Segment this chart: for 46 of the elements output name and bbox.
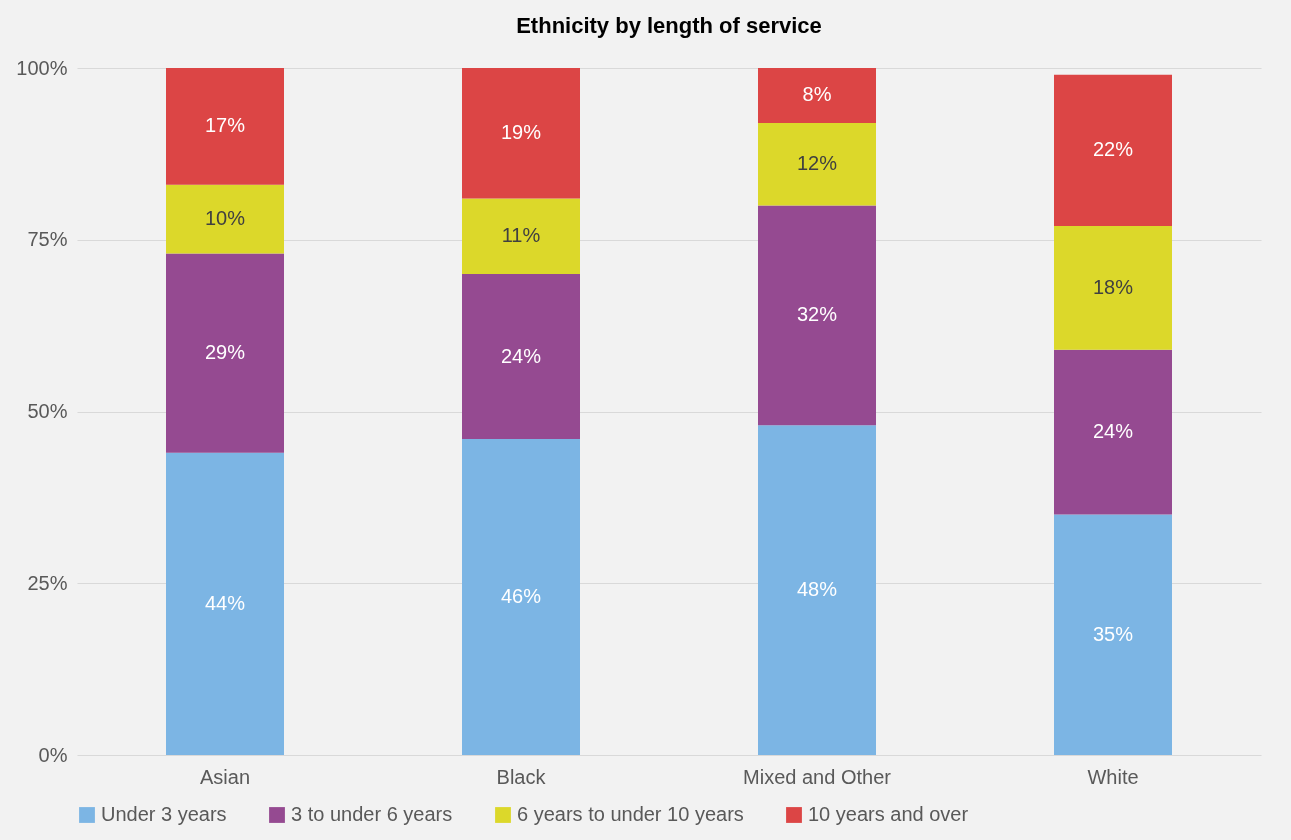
legend-label: 6 years to under 10 years	[517, 803, 744, 825]
data-label: 35%	[1092, 622, 1134, 645]
y-tick-label: 0%	[38, 743, 68, 766]
data-label: 18%	[1092, 275, 1134, 298]
bar	[462, 198, 580, 275]
x-tick-label: Asian	[199, 765, 251, 788]
legend-label: 3 to under 6 years	[291, 803, 453, 825]
y-tick-label: 100%	[16, 56, 68, 79]
data-label: 44%	[204, 591, 246, 614]
x-tick-label: Mixed and Other	[743, 765, 892, 788]
data-label: 12%	[796, 152, 838, 175]
data-label: 11%	[501, 224, 541, 247]
legend-label: 10 years and over	[808, 803, 969, 825]
chart-title: Ethnicity by length of service	[516, 13, 822, 38]
data-label: 24%	[500, 344, 542, 367]
data-label: 8%	[802, 83, 832, 106]
x-tick-label: Black	[496, 765, 547, 788]
bar	[166, 452, 284, 755]
bar	[166, 68, 284, 185]
bar	[1054, 74, 1172, 227]
bar	[1054, 349, 1172, 515]
data-label: 17%	[204, 114, 246, 137]
bar	[758, 205, 876, 426]
y-tick-label: 25%	[27, 571, 68, 594]
bar	[758, 68, 876, 123]
bar	[462, 438, 580, 755]
data-label: 29%	[204, 341, 246, 364]
data-label: 22%	[1092, 138, 1134, 161]
y-tick-label: 75%	[27, 228, 68, 251]
bar	[462, 274, 580, 439]
data-label: 10%	[204, 207, 246, 230]
data-label: 48%	[796, 578, 838, 601]
data-label: 19%	[500, 121, 542, 144]
x-tick-label: White	[1087, 765, 1139, 788]
bar	[1054, 514, 1172, 755]
legend-label: Under 3 years	[101, 803, 227, 825]
bar	[166, 184, 284, 254]
bar	[1054, 226, 1172, 350]
bar	[758, 122, 876, 206]
bar	[166, 253, 284, 453]
data-label: 32%	[796, 303, 838, 326]
bar	[462, 68, 580, 199]
data-label: 46%	[500, 584, 542, 607]
data-label: 24%	[1092, 420, 1134, 443]
bar	[758, 425, 876, 755]
y-tick-label: 50%	[27, 400, 68, 422]
